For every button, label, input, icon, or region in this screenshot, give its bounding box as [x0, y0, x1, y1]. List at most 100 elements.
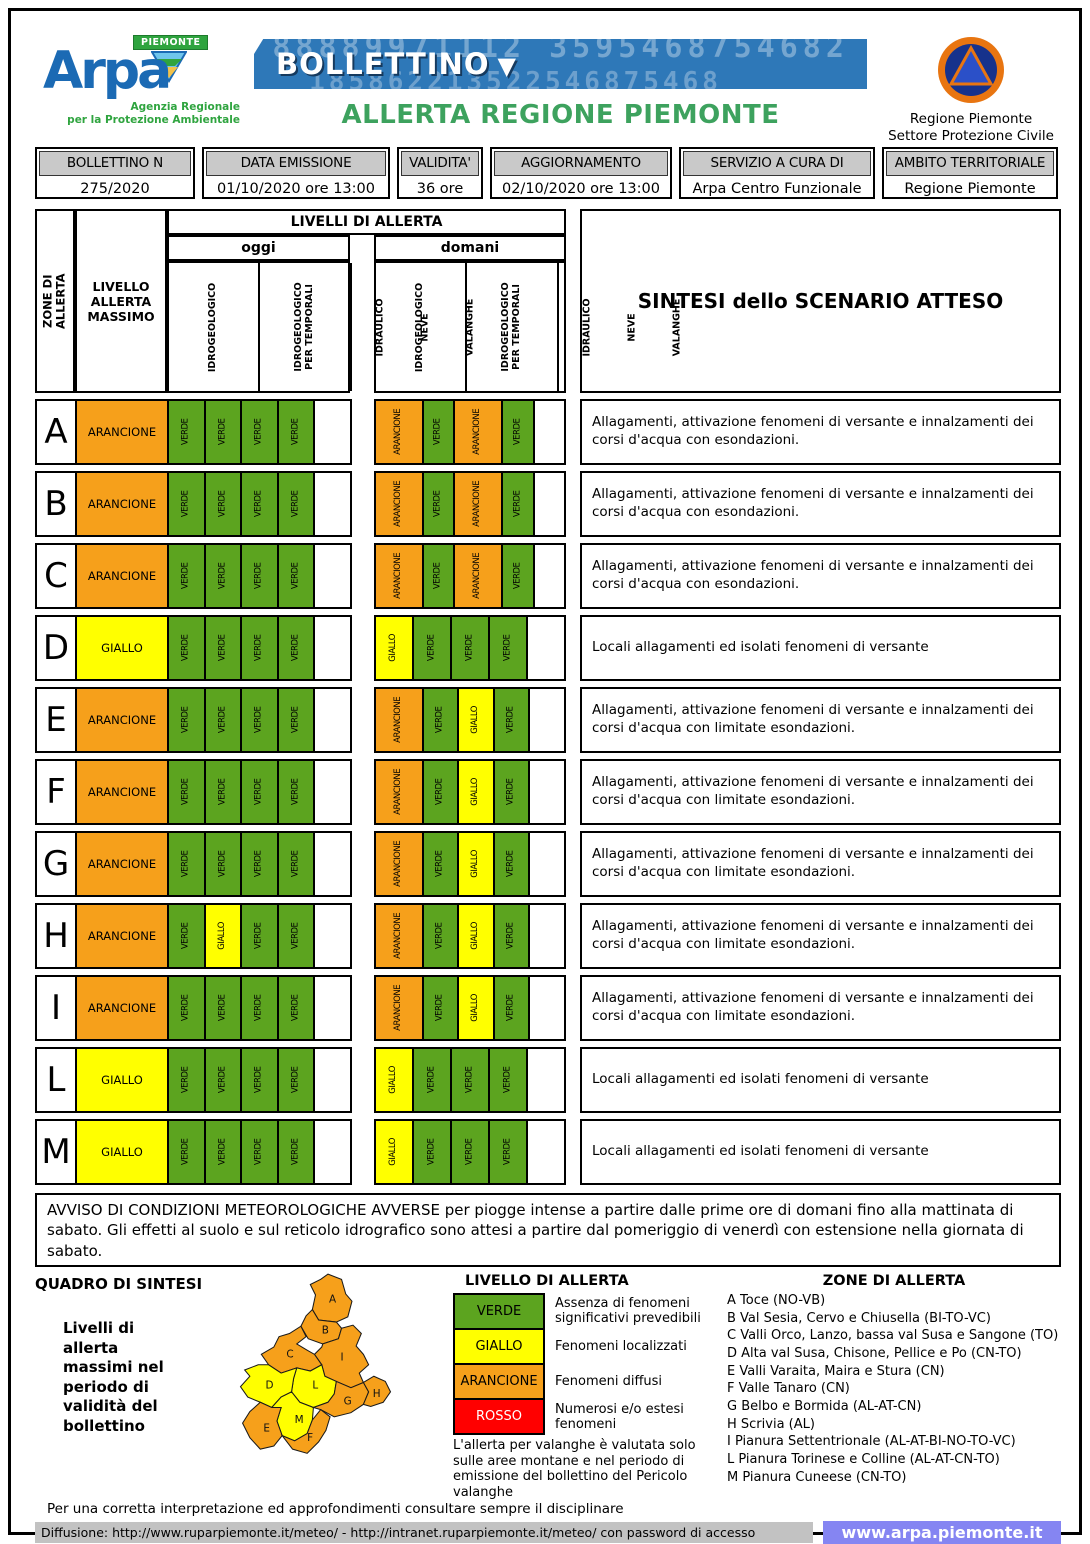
zone-letter: L	[46, 1060, 66, 1100]
hazard-columns-domani: IDROGEOLOGICO IDROGEOLOGICO PER TEMPORALI…	[374, 261, 683, 393]
map-zone-label-B: B	[322, 1325, 329, 1337]
hazard-cell-label: VERDE	[180, 1066, 191, 1094]
hazard-cell-label: ARANCIONE	[393, 409, 404, 455]
zone-list-item: D Alta val Susa, Chisone, Pellice e Po (…	[727, 1346, 1022, 1362]
hazard-cell-label: VERDE	[502, 1138, 513, 1166]
hazard-cell-label: VERDE	[253, 562, 264, 590]
hazard-cell-label: VERDE	[290, 850, 301, 878]
hazard-cell-oggi-neve: VERDE	[276, 617, 314, 679]
sintesi-cell: Locali allagamenti ed isolati fenomeni d…	[580, 1047, 1061, 1113]
hazard-cell-oggi-valanghe	[313, 689, 350, 751]
hazard-cell-label: VERDE	[253, 490, 264, 518]
hazard-cell-label: VERDE	[217, 778, 227, 806]
hazard-cell-oggi-idraulico: VERDE	[240, 833, 277, 895]
hazard-cell-label: VERDE	[464, 1138, 475, 1166]
sintesi-text: Allagamenti, attivazione fenomeni di ver…	[592, 702, 1034, 736]
hazard-cell-label: GIALLO	[217, 922, 228, 950]
hazard-cell-domani-idraulico: GIALLO	[457, 905, 493, 967]
hazard-cell-domani-idraulico: ARANCIONE	[453, 545, 502, 607]
hazard-cell-label: VERDE	[180, 706, 191, 734]
sintesi-cell: Locali allagamenti ed isolati fenomeni d…	[580, 615, 1061, 681]
hazard-cell-domani-neve: VERDE	[488, 1121, 526, 1183]
hazard-cell-domani-idraulico: GIALLO	[457, 833, 493, 895]
legend-title: LIVELLO DI ALLERTA	[465, 1273, 629, 1289]
hazard-cell-label: VERDE	[180, 562, 191, 590]
info-label: SERVIZIO A CURA DI	[683, 151, 871, 176]
hazard-cell-label: VERDE	[290, 778, 301, 806]
hazard-cell-oggi-idraulico: VERDE	[240, 1121, 277, 1183]
sintesi-cell: Allagamenti, attivazione fenomeni di ver…	[580, 975, 1061, 1041]
website-link[interactable]: www.arpa.piemonte.it	[823, 1521, 1061, 1544]
max-level-cell: GIALLO	[75, 617, 169, 679]
hazard-cell-domani-idrogeologico-per-temporali: VERDE	[421, 977, 458, 1039]
zone-letter: C	[44, 556, 68, 596]
hazard-cell-label: GIALLO	[388, 634, 399, 662]
hazard-cell-oggi-valanghe	[313, 977, 350, 1039]
hazard-cell-domani-idrogeologico: ARANCIONE	[376, 905, 422, 967]
hazard-cell-domani-idrogeologico-per-temporali: VERDE	[412, 617, 450, 679]
hazard-cell-oggi-valanghe	[313, 905, 350, 967]
row-domani-box: GIALLO VERDE VERDE VERDE	[374, 615, 566, 681]
max-level-cell: ARANCIONE	[75, 689, 169, 751]
diffusione-bar: Diffusione: http://www.ruparpiemonte.it/…	[35, 1522, 813, 1543]
hazard-cell-domani-valanghe	[532, 473, 565, 535]
hazard-cell-label: VERDE	[434, 706, 445, 734]
hazard-cell-label: VERDE	[217, 418, 227, 446]
hazard-cell-label: GIALLO	[470, 994, 481, 1022]
hazard-cell-label: VERDE	[217, 490, 227, 518]
hazard-cell-label: VERDE	[217, 1066, 227, 1094]
info-col-data-emissione: DATA EMISSIONE 01/10/2020 ore 13:00	[202, 147, 390, 199]
hazard-cell-label: VERDE	[512, 490, 523, 518]
hazard-cell-domani-valanghe	[528, 761, 564, 823]
hazard-cell-oggi-idrogeologico-per-temporali: VERDE	[203, 473, 241, 535]
hazard-cell-domani-neve: VERDE	[488, 1049, 526, 1111]
hazard-cell-domani-idrogeologico: ARANCIONE	[376, 545, 422, 607]
legend-item-rosso: ROSSO Numerosi e/o estesi fenomeni	[453, 1398, 721, 1435]
hazard-cell-label: VERDE	[253, 778, 264, 806]
row-left-box: I ARANCIONE VERDE VERDE VERDE VERDE	[35, 975, 352, 1041]
hazard-col-label: IDROGEOLOGICO	[207, 282, 219, 372]
info-label: BOLLETTINO N	[39, 151, 191, 176]
hazard-col-oggi-idrogeologico: IDROGEOLOGICO	[169, 263, 258, 391]
sintesi-text: Allagamenti, attivazione fenomeni di ver…	[592, 990, 1034, 1024]
hazard-cell-domani-idrogeologico-per-temporali: VERDE	[421, 473, 454, 535]
hazard-cell-oggi-valanghe	[313, 761, 350, 823]
max-level-cell: GIALLO	[75, 1049, 169, 1111]
zone-letter: G	[42, 844, 70, 884]
hazard-cell-domani-valanghe	[528, 689, 564, 751]
hazard-cell-label: VERDE	[253, 994, 264, 1022]
map-zone-label-E: E	[263, 1422, 270, 1434]
hazard-cell-oggi-idraulico: VERDE	[240, 905, 277, 967]
zone-list-item: C Valli Orco, Lanzo, bassa val Susa e Sa…	[727, 1328, 1059, 1344]
zone-letter: M	[41, 1132, 71, 1172]
sintesi-text: Allagamenti, attivazione fenomeni di ver…	[592, 414, 1034, 448]
hazard-col-domani-idrogeologico: IDROGEOLOGICO	[376, 263, 465, 391]
hazard-cell-label: VERDE	[180, 778, 191, 806]
hazard-cell-label: VERDE	[253, 922, 264, 950]
max-level-cell: ARANCIONE	[75, 905, 169, 967]
hazard-cell-label: VERDE	[505, 706, 516, 734]
hazard-cell-domani-idrogeologico: ARANCIONE	[376, 977, 422, 1039]
col-header-zone: ZONE DI ALLERTA	[35, 209, 75, 393]
hazard-col-domani-idraulico: IDRAULICO	[556, 263, 617, 391]
hazard-cell-domani-neve: VERDE	[492, 905, 529, 967]
protezione-civile-logo: Regione Piemonte Settore Protezione Civi…	[881, 35, 1061, 144]
hazard-cell-oggi-neve: VERDE	[276, 401, 314, 463]
map-zone-label-L: L	[312, 1380, 318, 1392]
bollettino-title: BOLLETTINO ▼	[276, 47, 517, 81]
page-title: ALLERTA REGIONE PIEMONTE	[341, 100, 780, 130]
zone-row-E: E ARANCIONE VERDE VERDE VERDE VERDE ARANCIONE V…	[35, 687, 1061, 753]
info-value: 01/10/2020 ore 13:00	[216, 181, 375, 197]
table-body: A ARANCIONE VERDE VERDE VERDE VERDE ARANCIONE V…	[35, 399, 1061, 1185]
hazard-cell-oggi-idrogeologico: VERDE	[169, 401, 204, 463]
hazard-columns-oggi: IDROGEOLOGICO IDROGEOLOGICO PER TEMPORALI…	[167, 261, 476, 393]
row-left-box: M GIALLO VERDE VERDE VERDE VERDE	[35, 1119, 352, 1185]
hazard-cell-oggi-neve: VERDE	[276, 833, 314, 895]
hazard-cell-label: GIALLO	[470, 706, 481, 734]
zone-list-item: M Pianura Cuneese (CN-TO)	[727, 1469, 907, 1485]
hazard-cell-domani-idrogeologico-per-temporali: VERDE	[421, 905, 458, 967]
hazard-col-label: VALANGHE	[464, 298, 476, 356]
hazard-col-label: IDRAULICO	[581, 297, 593, 357]
hazard-cell-domani-neve: VERDE	[492, 689, 529, 751]
hazard-cell-label: GIALLO	[388, 1066, 399, 1094]
